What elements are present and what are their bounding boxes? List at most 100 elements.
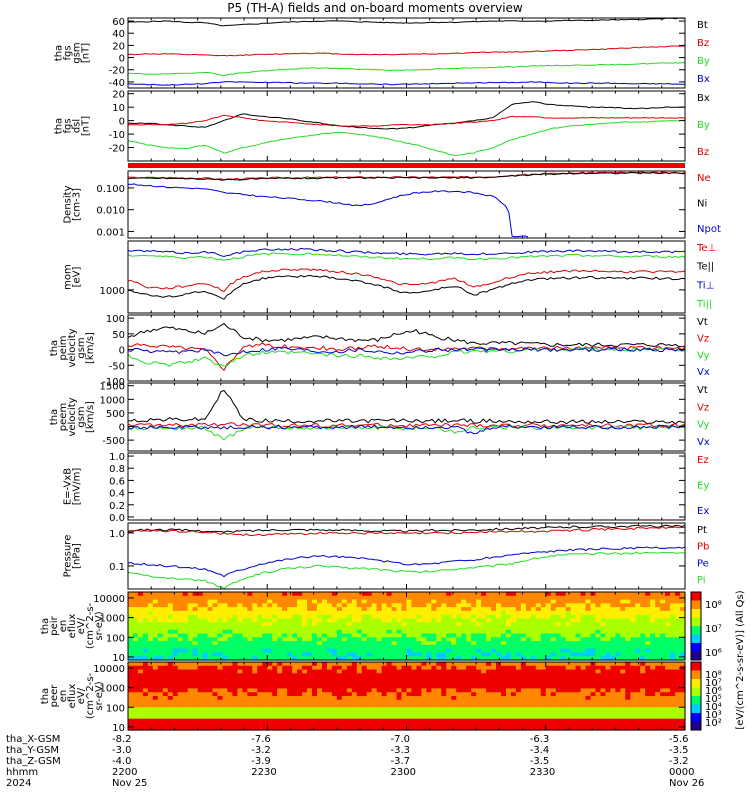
spec-cell <box>640 703 646 708</box>
spec-cell <box>610 618 616 623</box>
spec-cell <box>137 692 144 697</box>
spec-cell <box>376 703 383 708</box>
spec-cell <box>590 722 597 727</box>
spec-cell <box>595 692 602 697</box>
spec-cell <box>371 595 378 601</box>
spec-cell <box>500 641 507 646</box>
spec-cell <box>585 656 592 661</box>
spec-cell <box>277 618 283 623</box>
spec-cell <box>416 592 423 597</box>
spec-cell <box>316 618 323 623</box>
spec-cell <box>237 607 243 612</box>
spec-cell <box>590 703 597 708</box>
legend-Vy: Vy <box>697 350 710 361</box>
spec-cell <box>152 662 159 667</box>
spec-cell <box>147 692 154 697</box>
spec-cell <box>426 626 432 631</box>
spec-cell <box>401 656 408 661</box>
spec-cell <box>386 595 393 601</box>
spec-cell <box>426 673 432 678</box>
spec-cell <box>287 618 293 623</box>
spec-cell <box>401 714 408 720</box>
spec-cell <box>307 665 313 671</box>
spec-cell <box>500 673 507 678</box>
spec-cell <box>316 656 323 661</box>
spec-cell <box>316 644 323 650</box>
spec-cell <box>292 595 298 601</box>
spec-cell <box>590 610 597 616</box>
spec-cell <box>182 669 189 674</box>
spec-cell <box>575 629 582 635</box>
spec-cell <box>267 718 273 724</box>
spec-cell <box>182 718 189 724</box>
spec-cell <box>272 656 278 661</box>
spec-cell <box>461 652 467 657</box>
spec-cell <box>515 665 522 671</box>
spec-cell <box>560 595 567 601</box>
spec-cell <box>167 595 174 601</box>
spec-cell <box>670 677 676 682</box>
spec-cell <box>650 633 656 638</box>
spec-cell <box>680 633 686 638</box>
spec-cell <box>152 669 159 674</box>
spec-cell <box>162 607 169 612</box>
spec-cell <box>555 692 562 697</box>
spec-cell <box>152 718 159 724</box>
spec-cell <box>540 669 547 674</box>
spec-cell <box>620 684 626 690</box>
spec-cell <box>505 652 512 657</box>
spec-cell <box>406 656 413 661</box>
spec-cell <box>237 637 243 642</box>
spec-cell <box>292 699 298 705</box>
spec-cell <box>570 603 577 608</box>
y-axis-label: (cm^2-s- <box>85 672 96 719</box>
spec-cell <box>486 652 492 657</box>
spec-cell <box>505 684 512 690</box>
spec-cell <box>575 595 582 601</box>
spec-cell <box>287 633 293 638</box>
spec-cell <box>660 673 666 678</box>
spec-cell <box>451 665 457 671</box>
spec-cell <box>376 595 383 601</box>
spec-cell <box>356 656 363 661</box>
spec-cell <box>441 673 447 678</box>
spec-cell <box>252 652 258 657</box>
spec-cell <box>535 699 542 705</box>
spec-cell <box>172 688 179 693</box>
spec-cell <box>510 595 517 601</box>
spec-cell <box>670 662 676 667</box>
spec-cell <box>142 696 149 701</box>
spec-cell <box>277 726 283 731</box>
spec-cell <box>436 610 442 616</box>
spec-cell <box>331 610 338 616</box>
spec-cell <box>550 629 557 635</box>
spec-cell <box>441 662 447 667</box>
spec-cell <box>675 665 681 671</box>
spec-cell <box>227 711 234 716</box>
spec-cell <box>282 696 288 701</box>
spec-cell <box>426 637 432 642</box>
spec-cell <box>182 622 189 627</box>
spec-cell <box>575 626 582 631</box>
spec-cell <box>416 603 423 608</box>
spec-cell <box>600 592 607 597</box>
y-tick-label: 100 <box>106 633 125 644</box>
spec-cell <box>227 618 234 623</box>
spec-cell <box>361 603 368 608</box>
spec-cell <box>331 722 338 727</box>
spec-cell <box>222 595 229 601</box>
spec-cell <box>187 592 194 597</box>
spec-cell <box>147 665 154 671</box>
spec-cell <box>590 688 597 693</box>
spec-cell <box>670 603 676 608</box>
spec-cell <box>341 688 348 693</box>
spec-cell <box>600 629 607 635</box>
spec-cell <box>162 626 169 631</box>
spec-cell <box>167 722 174 727</box>
spec-cell <box>336 722 343 727</box>
spec-cell <box>346 644 353 650</box>
spec-cell <box>575 607 582 612</box>
spec-cell <box>535 610 542 616</box>
spec-cell <box>635 637 641 642</box>
spec-cell <box>630 699 636 705</box>
